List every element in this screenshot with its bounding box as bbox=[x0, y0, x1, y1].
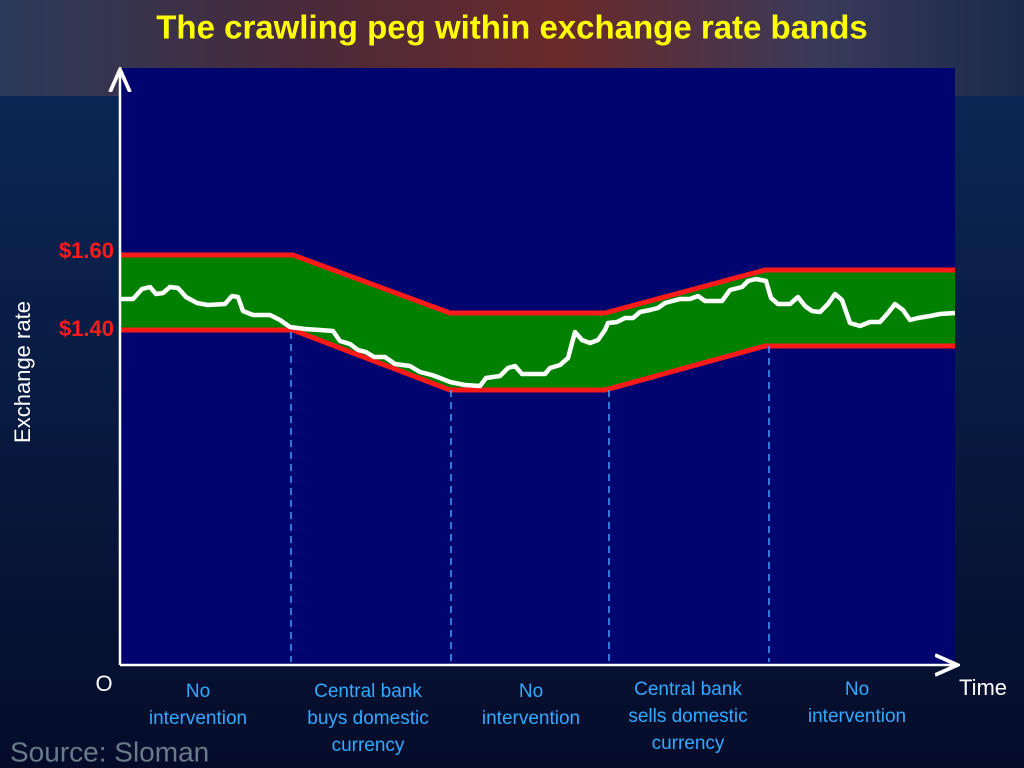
band bbox=[120, 255, 955, 390]
region-label: intervention bbox=[808, 706, 906, 727]
intervention-dividers bbox=[290, 332, 770, 662]
x-axis-label: Time bbox=[959, 675, 1007, 700]
origin-label: O bbox=[95, 671, 112, 696]
region-label: intervention bbox=[482, 708, 580, 729]
region-label: Central bank bbox=[634, 679, 742, 700]
region-labels: No intervention Central bank buys domestic c… bbox=[149, 679, 906, 756]
source: Source: Sloman bbox=[10, 736, 209, 767]
region-label: buys domestic bbox=[307, 708, 428, 729]
region-label: currency bbox=[332, 735, 405, 756]
rate-label: $1.60 bbox=[59, 238, 114, 263]
title: The crawling peg within exchange rate ba… bbox=[156, 9, 867, 46]
region-label: intervention bbox=[149, 708, 247, 729]
region-label: currency bbox=[652, 733, 725, 754]
region-label: Central bank bbox=[314, 681, 422, 702]
region-label: No bbox=[845, 679, 869, 700]
region-label: sells domestic bbox=[628, 706, 747, 727]
exchange-rate-path bbox=[120, 276, 956, 389]
y-axis-label: Exchange rate bbox=[10, 301, 35, 443]
upper-band-line bbox=[120, 252, 955, 316]
region-label: No bbox=[519, 681, 543, 702]
rate-label: $1.40 bbox=[59, 316, 114, 341]
region-label: No bbox=[186, 681, 210, 702]
lower-band-line bbox=[120, 327, 955, 393]
